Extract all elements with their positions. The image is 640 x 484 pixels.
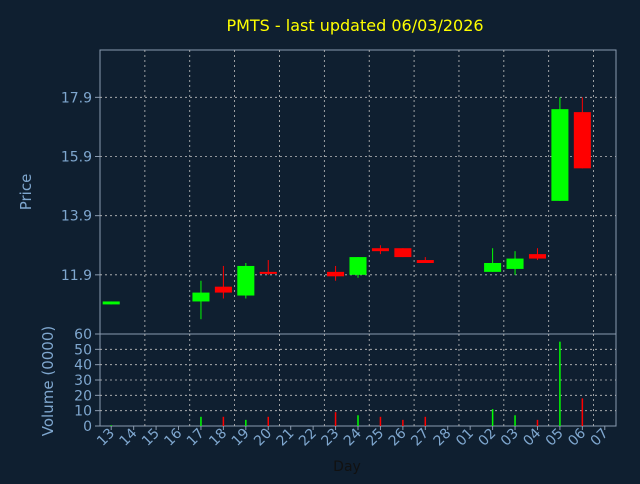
candle-body (551, 109, 569, 201)
volume-bar (514, 415, 516, 426)
price-axis-label: Price (17, 174, 35, 211)
volume-bar (402, 419, 404, 426)
price-tick-label: 17.9 (61, 90, 92, 106)
volume-bar (379, 416, 382, 426)
volume-tick-label: 60 (74, 327, 92, 343)
candle-body (416, 260, 434, 263)
x-tick-labels: 1314151617181920212223242526272801020304… (94, 425, 611, 449)
candle-body (102, 301, 120, 305)
volume-bar (222, 416, 225, 426)
volume-tick-label: 0 (83, 419, 92, 435)
volume-bar (357, 415, 359, 426)
price-tick-label: 11.9 (61, 268, 92, 284)
volume-tick-label: 50 (74, 342, 92, 358)
candle-body (484, 263, 502, 272)
volume-bar (491, 409, 494, 426)
volume-tick-label: 20 (74, 388, 92, 404)
volume-axis-label: Volume (0000) (39, 326, 57, 436)
volume-bar (267, 416, 270, 426)
candle-body (349, 257, 367, 275)
price-tick-label: 13.9 (61, 209, 92, 225)
price-plot-area (99, 49, 617, 335)
candle-body (371, 248, 389, 252)
volume-tick-label: 30 (74, 373, 92, 389)
volume-bar (245, 419, 247, 426)
candle-body (506, 258, 524, 269)
volume-tick-label: 40 (74, 358, 92, 374)
candle-body (237, 265, 255, 296)
chart-title: PMTS - last updated 06/03/2026 (226, 16, 483, 35)
candle-body (528, 254, 547, 259)
volume-bar (200, 416, 202, 426)
volume-tick-label: 10 (74, 404, 92, 420)
volume-bar (559, 341, 561, 426)
candle-body (573, 112, 591, 169)
candle-body (327, 271, 345, 277)
candle-body (394, 248, 412, 258)
candle-body (259, 271, 277, 274)
day-axis-label: Day (333, 459, 361, 475)
candle-body (192, 292, 210, 302)
price-panel: 11.9 13.9 15.9 17.9 (61, 49, 617, 335)
volume-bar (110, 425, 112, 426)
volume-bar (424, 416, 427, 426)
price-tick-label: 15.9 (61, 150, 92, 166)
volume-plot-area (99, 333, 617, 427)
volume-bar (581, 398, 584, 426)
candle-body (214, 286, 232, 293)
volume-bar (334, 412, 337, 426)
volume-bar (536, 419, 539, 426)
